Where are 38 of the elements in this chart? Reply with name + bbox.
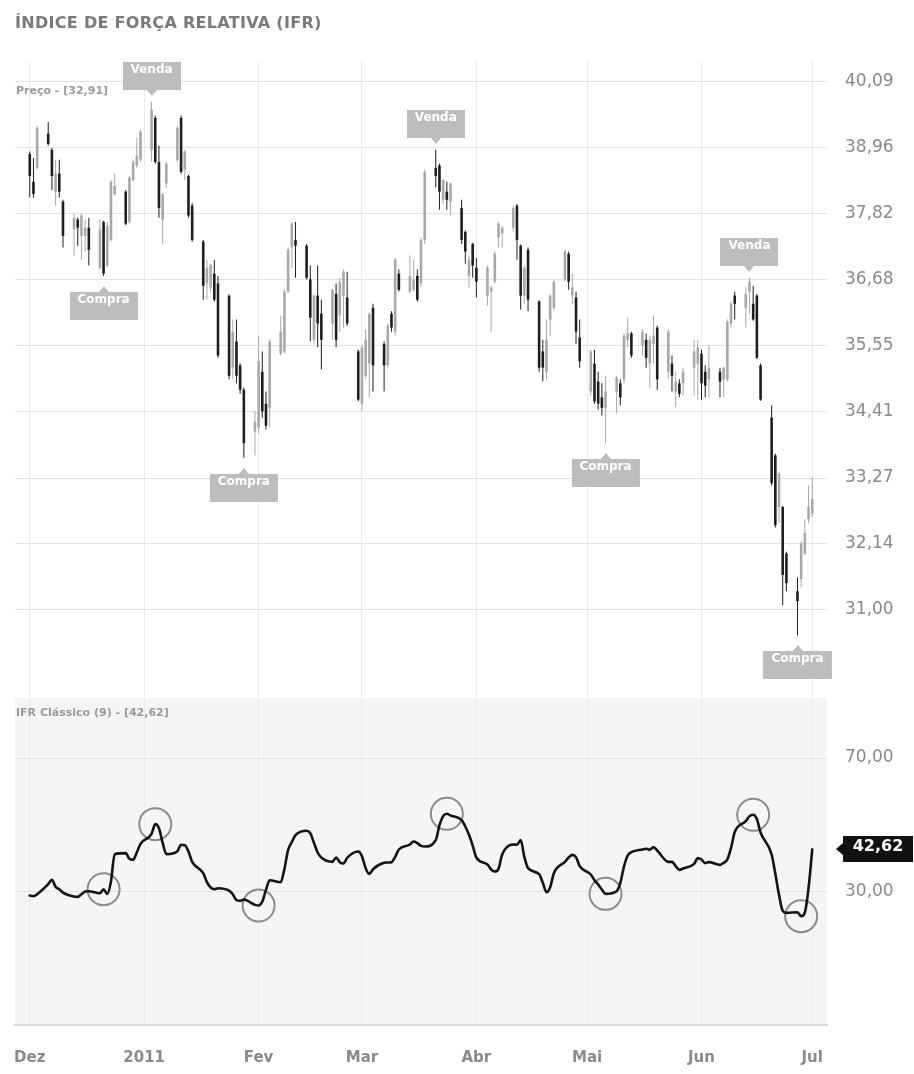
point — [241, 888, 276, 923]
y-tick-label: 30,00 — [845, 879, 894, 900]
annotation: Compra — [571, 459, 640, 488]
point — [138, 807, 173, 842]
annotation: 42,62 — [843, 836, 913, 863]
y-tick-label: 40,09 — [845, 70, 894, 91]
x-tick-label: Abr — [461, 1047, 492, 1066]
x-tick-label: Jul — [800, 1047, 823, 1066]
annotation: Compra — [209, 473, 278, 502]
annotation: IFR Clássico (9) - [42,62] — [16, 705, 169, 719]
annotation: Venda — [720, 237, 779, 266]
point — [429, 796, 464, 831]
x-tick-label: Jun — [687, 1047, 715, 1066]
y-tick-label: 32,14 — [845, 532, 894, 553]
y-tick-label: 36,68 — [845, 268, 894, 289]
x-tick-label: Dez — [14, 1047, 46, 1066]
annotation: Venda — [122, 61, 181, 90]
y-tick-label: 35,55 — [845, 334, 894, 355]
y-tick-label: 31,00 — [845, 598, 894, 619]
y-tick-label: 33,27 — [845, 466, 894, 487]
y-tick-label: 37,82 — [845, 202, 894, 223]
y-tick-label: 70,00 — [845, 746, 894, 767]
x-tick-label: 2011 — [123, 1047, 166, 1066]
line-series — [28, 812, 814, 918]
x-tick-label: Mai — [571, 1047, 603, 1066]
y-tick-label: 38,96 — [845, 135, 894, 156]
x-tick-label: Mar — [345, 1047, 379, 1066]
annotation: Compra — [69, 291, 138, 320]
annotation: Venda — [406, 109, 465, 138]
point — [86, 872, 121, 907]
x-tick-label: Fev — [243, 1047, 274, 1066]
annotation: Preço - [32,91] — [16, 83, 109, 97]
annotation: Compra — [763, 651, 832, 680]
point — [736, 797, 771, 832]
point — [588, 876, 623, 911]
y-tick-label: 34,41 — [845, 400, 894, 421]
point — [784, 899, 819, 934]
chart-title: ÍNDICE DE FORÇA RELATIVA (IFR) — [15, 13, 322, 32]
